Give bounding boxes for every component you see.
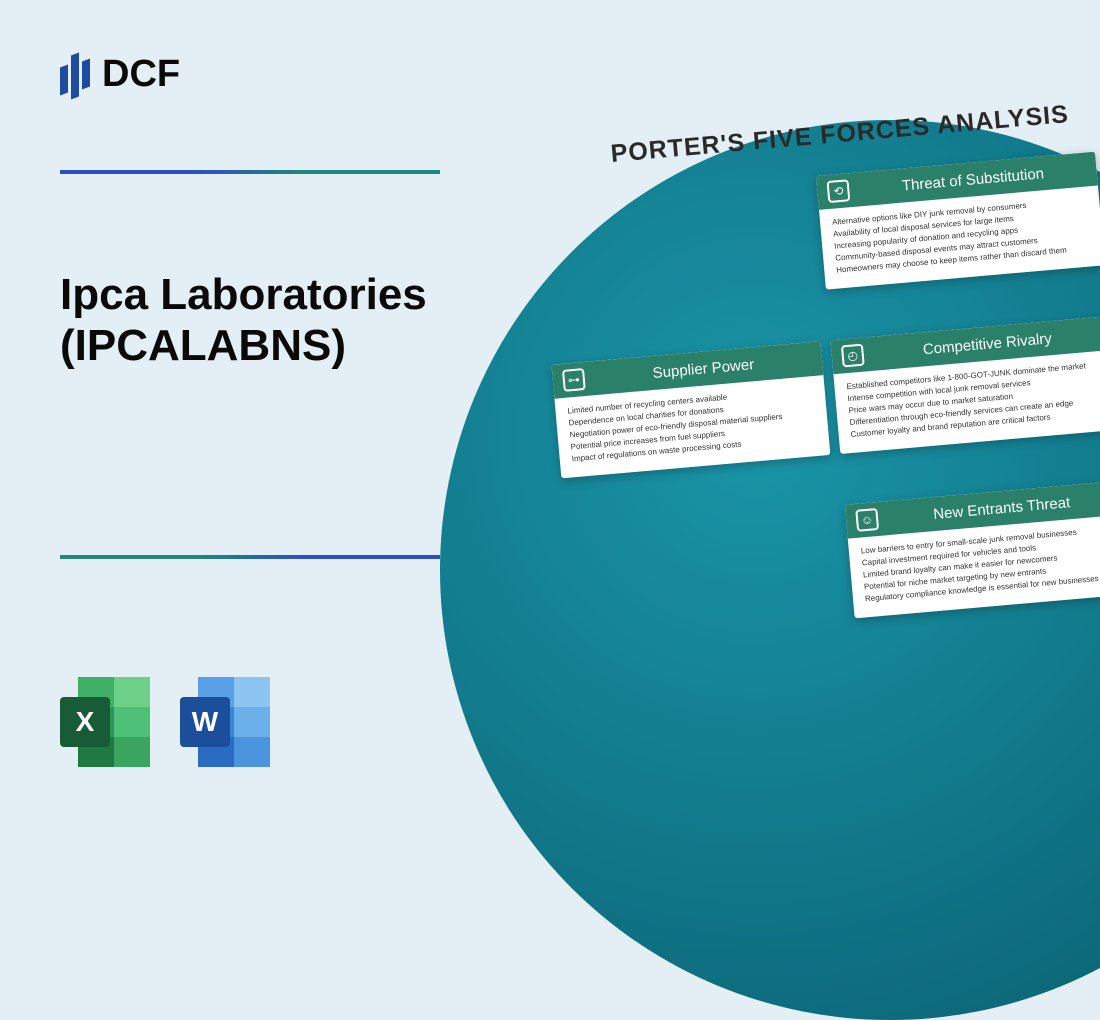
excel-icon: X bbox=[60, 677, 150, 767]
excel-letter: X bbox=[60, 697, 110, 747]
logo-bars-icon bbox=[60, 50, 90, 98]
title-line2: (IPCALABNS) bbox=[60, 321, 500, 372]
card-entrants: ☺ New Entrants Threat Low barriers to en… bbox=[845, 480, 1100, 618]
clock-icon: ◴ bbox=[841, 344, 865, 368]
link-icon: ⊶ bbox=[562, 368, 586, 392]
card-substitution: ⟲ Threat of Substitution Alternative opt… bbox=[816, 152, 1100, 290]
refresh-icon: ⟲ bbox=[827, 179, 851, 203]
page-title: Ipca Laboratories (IPCALABNS) bbox=[60, 270, 500, 371]
title-line1: Ipca Laboratories bbox=[60, 270, 500, 321]
card-supplier: ⊶ Supplier Power Limited number of recyc… bbox=[551, 341, 830, 478]
divider-bottom bbox=[60, 555, 440, 559]
forces-cards: ⟲ Threat of Substitution Alternative opt… bbox=[515, 125, 1100, 775]
file-icons-row: X W bbox=[60, 677, 270, 767]
divider-top bbox=[60, 170, 440, 174]
logo-text: DCF bbox=[102, 53, 180, 96]
person-icon: ☺ bbox=[855, 508, 879, 532]
logo: DCF bbox=[60, 50, 180, 98]
card-rivalry: ◴ Competitive Rivalry Established compet… bbox=[830, 316, 1100, 454]
word-letter: W bbox=[180, 697, 230, 747]
word-icon: W bbox=[180, 677, 270, 767]
